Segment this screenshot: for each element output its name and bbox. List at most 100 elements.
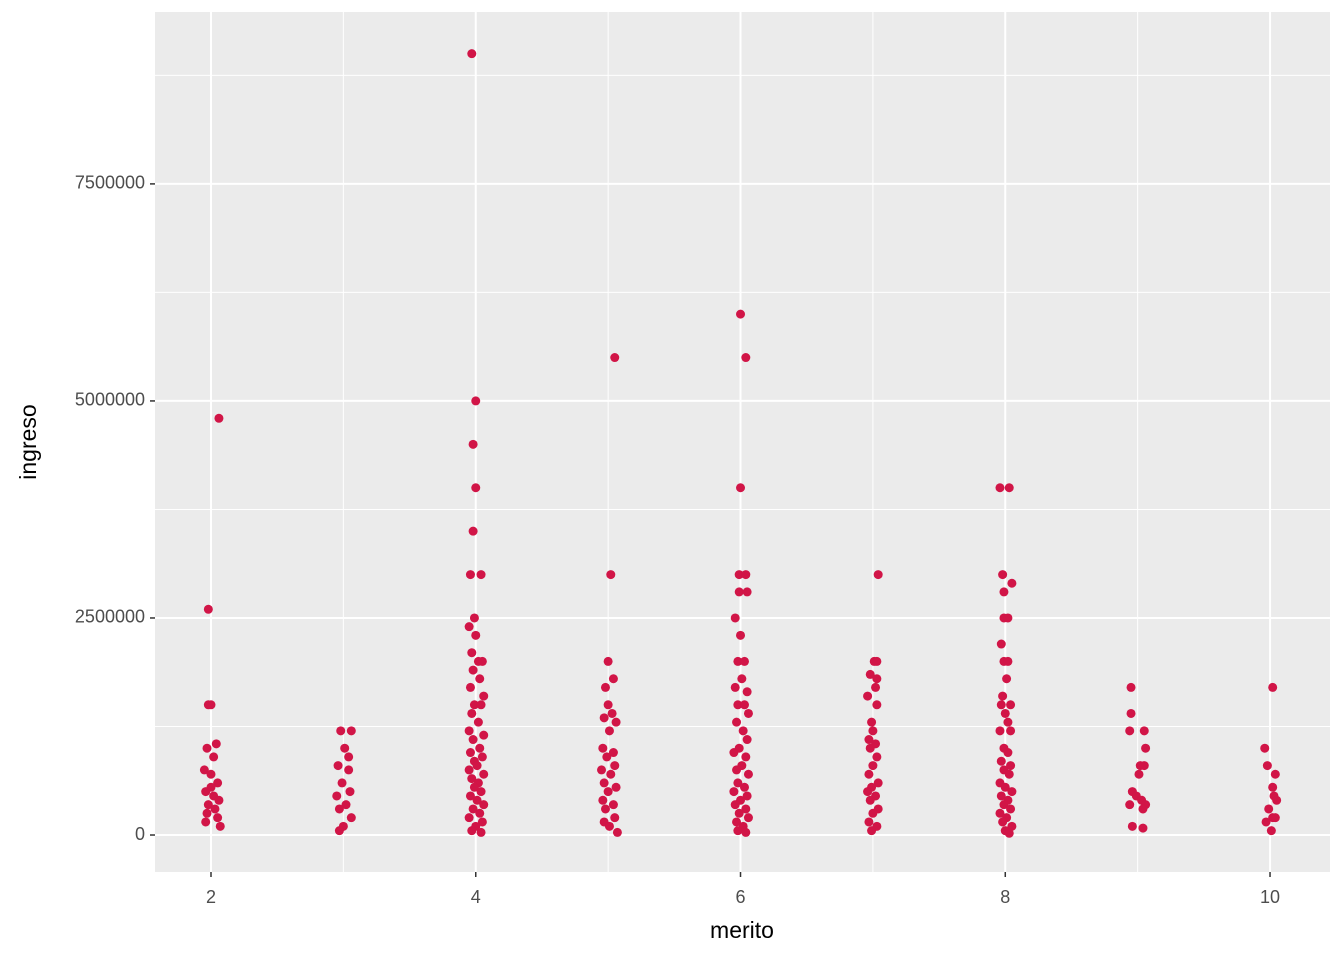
point: [468, 735, 478, 745]
x-tick-label: 4: [471, 887, 481, 907]
point: [464, 726, 474, 736]
point: [476, 700, 486, 710]
point: [606, 769, 616, 779]
point: [733, 778, 743, 788]
point: [476, 827, 486, 837]
point: [464, 813, 474, 823]
point: [334, 826, 344, 836]
point: [603, 787, 613, 797]
point: [739, 700, 749, 710]
point: [738, 726, 748, 736]
point: [344, 752, 354, 762]
point: [1139, 761, 1149, 771]
point: [468, 439, 478, 449]
point: [1007, 578, 1017, 588]
point: [475, 743, 485, 753]
point: [215, 821, 225, 831]
point: [1126, 682, 1136, 692]
point: [214, 795, 224, 805]
point: [734, 808, 744, 818]
point: [464, 622, 474, 632]
point: [742, 687, 752, 697]
point: [203, 604, 213, 614]
point: [599, 778, 609, 788]
point: [736, 483, 746, 493]
point: [476, 570, 486, 580]
point: [607, 708, 617, 718]
x-tick-label: 2: [206, 887, 216, 907]
point: [1270, 769, 1280, 779]
point: [475, 674, 485, 684]
point: [730, 800, 740, 810]
point: [473, 717, 483, 727]
point: [344, 765, 354, 775]
point: [1262, 761, 1272, 771]
point: [467, 826, 477, 836]
point: [608, 800, 618, 810]
point: [468, 526, 478, 536]
point: [1261, 817, 1271, 827]
point: [598, 795, 608, 805]
point: [477, 752, 487, 762]
point: [1141, 743, 1151, 753]
point: [1134, 769, 1144, 779]
point: [1006, 804, 1016, 814]
point: [469, 700, 479, 710]
point: [1126, 708, 1136, 718]
point: [599, 713, 609, 723]
point: [465, 570, 475, 580]
point: [213, 813, 223, 823]
point: [1004, 483, 1014, 493]
point: [996, 791, 1006, 801]
point: [998, 691, 1008, 701]
y-tick-label: 5000000: [75, 390, 145, 410]
point: [199, 765, 209, 775]
point: [743, 708, 753, 718]
point: [865, 669, 875, 679]
point: [1004, 769, 1014, 779]
point: [996, 700, 1006, 710]
point: [737, 674, 747, 684]
point: [864, 817, 874, 827]
point: [203, 800, 213, 810]
point: [465, 682, 475, 692]
point: [742, 735, 752, 745]
point: [1003, 613, 1013, 623]
point: [202, 743, 212, 753]
axes: 0 2500000 5000000 7500000 2 4 6 8 10: [75, 173, 1280, 907]
point: [597, 765, 607, 775]
point: [1138, 823, 1148, 833]
point: [475, 808, 485, 818]
point: [743, 769, 753, 779]
point: [206, 782, 216, 792]
point: [476, 787, 486, 797]
point: [611, 717, 621, 727]
point: [868, 726, 878, 736]
point: [337, 778, 347, 788]
point: [873, 570, 883, 580]
point: [1007, 787, 1017, 797]
point: [202, 808, 212, 818]
point: [612, 827, 622, 837]
point: [214, 413, 224, 423]
point: [468, 665, 478, 675]
point: [465, 791, 475, 801]
point: [871, 682, 881, 692]
point: [742, 791, 752, 801]
point: [1266, 826, 1276, 836]
point: [1268, 682, 1278, 692]
point: [998, 570, 1008, 580]
point: [201, 817, 211, 827]
point: [467, 49, 477, 59]
point: [872, 674, 882, 684]
point: [1270, 813, 1280, 823]
point: [732, 765, 742, 775]
point: [865, 743, 875, 753]
point: [472, 795, 482, 805]
point: [472, 761, 482, 771]
point: [600, 682, 610, 692]
point: [341, 800, 351, 810]
point: [606, 570, 616, 580]
point: [730, 613, 740, 623]
point: [471, 396, 481, 406]
